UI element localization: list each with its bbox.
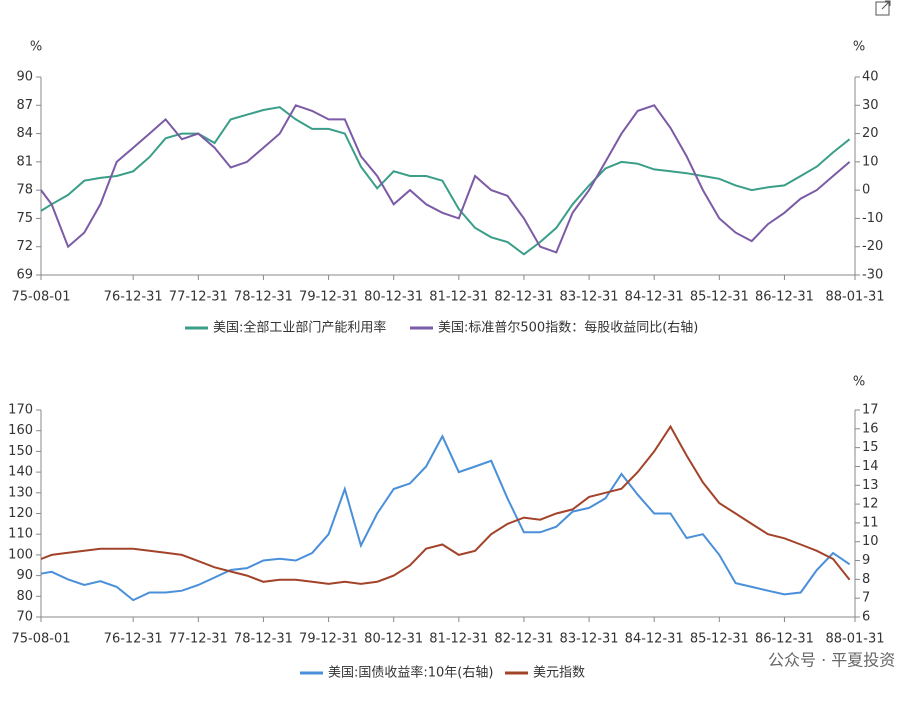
y-tick-label: 130 [8,485,33,500]
y-tick-label: 160 [8,423,33,438]
x-tick-label: 77-12-31 [169,290,228,305]
legend-label: 美国:全部工业部门产能利用率 [213,320,386,336]
y2-tick-label: 11 [862,515,879,530]
x-tick-label: 80-12-31 [364,632,423,647]
y-unit: % [30,40,42,55]
y2-tick-label: 9 [862,553,870,568]
y-tick-label: 78 [16,183,33,198]
legend-label: 美元指数 [533,666,585,681]
y-tick-label: 100 [8,547,33,562]
y2-tick-label: 17 [862,403,879,418]
y-tick-label: 150 [8,444,33,459]
series-line [40,104,851,254]
x-tick-label: 77-12-31 [169,632,228,647]
y-tick-label: 72 [16,239,33,254]
y2-tick-label: 10 [862,534,879,549]
y2-tick-label: 15 [862,440,879,455]
y2-tick-label: 6 [862,610,870,625]
y2-tick-label: 40 [862,70,879,85]
x-tick-label: 82-12-31 [494,290,553,305]
series-line [40,106,851,256]
y-tick-label: 87 [16,98,33,113]
y-tick-label: 70 [16,610,33,625]
x-tick-label: 86-12-31 [755,632,814,647]
x-tick-label: 78-12-31 [234,632,293,647]
y2-tick-label: 8 [862,572,870,587]
y2-tick-label: 30 [862,98,879,113]
watermark: 公众号 · 平夏投资 [768,651,895,670]
y2-tick-label: 13 [862,478,879,493]
y-tick-label: 80 [16,589,33,604]
x-tick-label: 79-12-31 [299,290,358,305]
legend-label: 美国:国债收益率:10年(右轴) [328,665,493,681]
series-line [40,434,851,602]
y-tick-label: 170 [8,403,33,418]
y-tick-label: 75 [16,211,33,226]
y2-tick-label: 20 [862,126,879,141]
x-tick-label: 83-12-31 [560,632,619,647]
x-tick-label: 80-12-31 [364,290,423,305]
x-tick-label: 76-12-31 [104,290,163,305]
y2-unit: % [853,375,865,390]
x-tick-label: 83-12-31 [560,290,619,305]
y-tick-label: 69 [16,268,33,283]
x-tick-label: 81-12-31 [429,632,488,647]
y-tick-label: 120 [8,506,33,521]
y2-tick-label: 14 [862,459,879,474]
x-tick-label: 75-08-01 [11,290,70,305]
x-tick-label: 78-12-31 [234,290,293,305]
x-tick-label: 82-12-31 [494,632,553,647]
x-tick-label: 86-12-31 [755,290,814,305]
x-tick-label: 76-12-31 [104,632,163,647]
x-tick-label: 85-12-31 [690,632,749,647]
y2-tick-label: 16 [862,421,879,436]
y-tick-label: 90 [16,568,33,583]
x-tick-label: 88-01-31 [825,632,884,647]
x-tick-label: 84-12-31 [625,632,684,647]
series-line [40,424,851,585]
y-tick-label: 90 [16,70,33,85]
y2-tick-label: 0 [862,183,870,198]
y2-tick-label: 10 [862,154,879,169]
x-tick-label: 85-12-31 [690,290,749,305]
x-tick-label: 88-01-31 [825,290,884,305]
x-tick-label: 75-08-01 [11,632,70,647]
y2-tick-label: -10 [862,211,883,226]
legend-label: 美国:标准普尔500指数：每股收益同比(右轴) [438,320,698,336]
y2-unit: % [853,40,865,55]
y2-tick-label: -20 [862,239,883,254]
y-tick-label: 110 [8,527,33,542]
x-tick-label: 79-12-31 [299,632,358,647]
y2-tick-label: 12 [862,497,879,512]
export-icon[interactable] [875,0,891,16]
y2-tick-label: 7 [862,591,870,606]
y2-tick-label: -30 [862,268,883,283]
y-tick-label: 140 [8,465,33,480]
y-tick-label: 84 [16,126,33,141]
y-tick-label: 81 [16,154,33,169]
x-tick-label: 84-12-31 [625,290,684,305]
x-tick-label: 81-12-31 [429,290,488,305]
